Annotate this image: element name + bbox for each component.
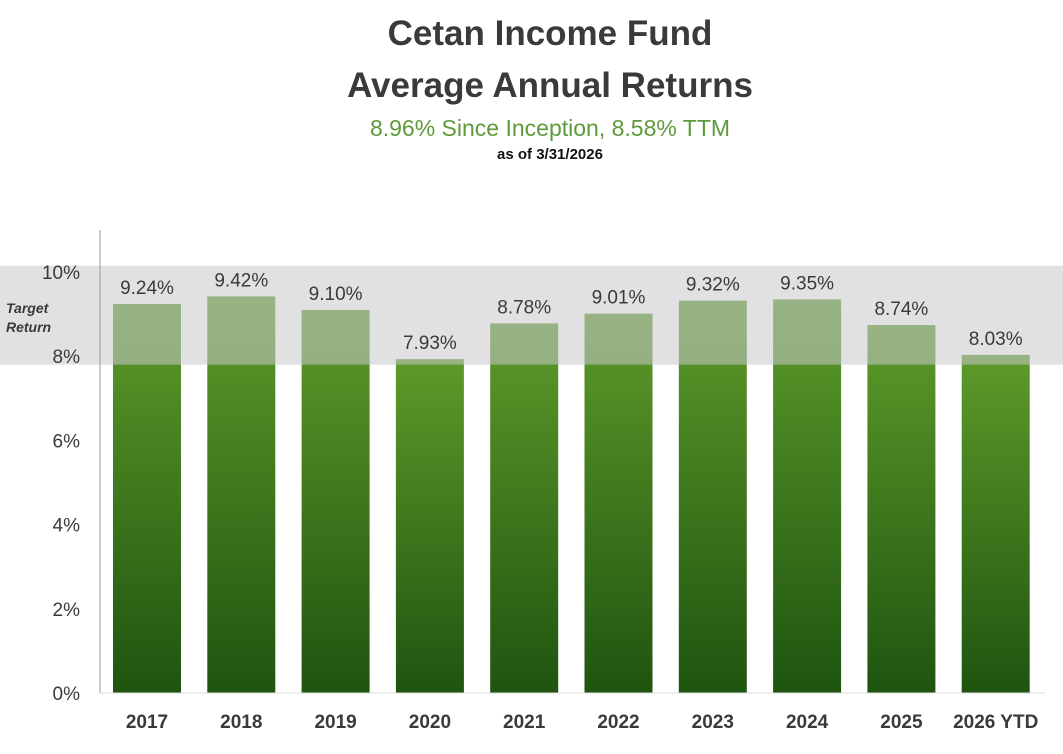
target-label-line2: Return xyxy=(6,319,51,335)
bar-2025 xyxy=(867,325,936,693)
x-tick-label: 2025 xyxy=(880,712,923,733)
bar-2026-ytd xyxy=(961,354,1030,693)
data-label: 9.42% xyxy=(214,270,268,291)
x-tick-label: 2017 xyxy=(126,712,168,733)
bar-2017 xyxy=(113,303,181,693)
x-tick-label: 2019 xyxy=(314,712,356,733)
data-label: 8.74% xyxy=(874,299,928,320)
chart-subtitle: 8.96% Since Inception, 8.58% TTM xyxy=(369,115,731,141)
target-label-line1: Target xyxy=(6,300,50,316)
x-tick-label: 2020 xyxy=(409,712,451,733)
bar-2022 xyxy=(584,313,653,693)
data-label: 9.35% xyxy=(780,273,834,294)
data-label: 9.32% xyxy=(686,275,740,296)
bar-2019 xyxy=(301,309,370,693)
data-label: 8.03% xyxy=(969,329,1023,350)
data-label: 9.10% xyxy=(309,284,363,305)
x-tick-label: 2022 xyxy=(597,712,639,733)
x-tick-label: 2024 xyxy=(786,712,829,733)
x-tick-label: 2018 xyxy=(220,712,262,733)
chart-title-line2: Average Annual Returns xyxy=(347,66,753,105)
y-tick-label: 4% xyxy=(53,516,81,537)
bar-2020 xyxy=(395,359,464,693)
y-tick-label: 2% xyxy=(53,600,81,621)
as-of-date: as of 3/31/2026 xyxy=(497,146,603,163)
chart-title-line1: Cetan Income Fund xyxy=(387,14,713,53)
data-label: 7.93% xyxy=(403,333,457,354)
target-return-label: Target Return xyxy=(6,300,52,335)
y-tick-label: 6% xyxy=(53,431,81,452)
x-tick-label: 2026 YTD xyxy=(953,712,1038,733)
data-label: 8.78% xyxy=(497,297,551,318)
y-tick-label: 0% xyxy=(53,684,81,705)
target-return-band xyxy=(0,265,1063,365)
x-tick-label: 2021 xyxy=(503,712,546,733)
bar-2023 xyxy=(678,300,747,693)
data-label: 9.01% xyxy=(592,288,646,309)
x-tick-label: 2023 xyxy=(692,712,734,733)
y-tick-label: 8% xyxy=(53,347,81,368)
bar-2021 xyxy=(490,323,559,693)
bar-2024 xyxy=(773,299,842,693)
y-tick-label: 10% xyxy=(42,263,80,284)
data-label: 9.24% xyxy=(120,278,174,299)
